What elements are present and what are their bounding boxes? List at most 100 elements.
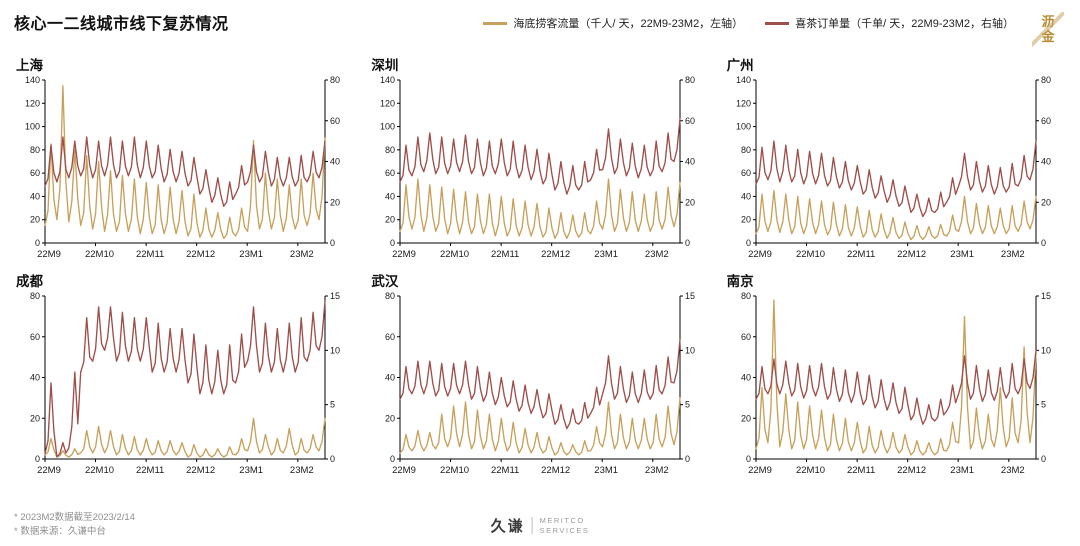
footer: * 2023M2数据截至2023/2/14 * 数据来源：久谦中台 久谦 MER… (0, 511, 1080, 546)
svg-text:40: 40 (741, 373, 751, 383)
svg-text:22M12: 22M12 (541, 249, 570, 260)
svg-text:22M9: 22M9 (392, 249, 416, 260)
svg-text:0: 0 (746, 238, 751, 248)
chart-wuhan: 0 20 40 60 80 0 5 10 15 22M9 22M10 22M11 22M12 23M1 23… (367, 288, 712, 480)
svg-text:60: 60 (385, 168, 395, 178)
svg-text:22M12: 22M12 (897, 465, 926, 476)
svg-text:22M11: 22M11 (847, 465, 875, 476)
svg-text:0: 0 (330, 238, 335, 248)
svg-text:15: 15 (1041, 291, 1051, 301)
svg-text:23M1: 23M1 (239, 249, 263, 260)
footnote-data-source: * 数据来源：久谦中台 (14, 525, 106, 537)
svg-text:60: 60 (685, 116, 695, 126)
svg-text:80: 80 (1041, 75, 1051, 85)
svg-text:0: 0 (685, 238, 690, 248)
svg-text:60: 60 (1041, 116, 1051, 126)
chart-chengdu: 0 20 40 60 80 0 5 10 15 22M9 22M10 22M11 22M12 23M1 23… (12, 288, 357, 480)
svg-text:80: 80 (741, 291, 751, 301)
svg-text:60: 60 (385, 332, 395, 342)
svg-text:22M10: 22M10 (796, 249, 825, 260)
chart-title-chengdu: 成都 (16, 274, 43, 289)
svg-text:20: 20 (385, 215, 395, 225)
svg-text:5: 5 (330, 400, 335, 410)
haidilao-line-swatch (483, 21, 508, 25)
lijin-brand-logo: 沥 金 (1030, 10, 1066, 50)
svg-text:40: 40 (1041, 157, 1051, 167)
svg-text:22M12: 22M12 (186, 249, 215, 260)
charts-grid: 上海 0 20 40 60 80 100 120 140 0 20 40 60 80 22M9 22M10 2… (0, 52, 1080, 480)
svg-text:20: 20 (741, 413, 751, 423)
chart-shenzhen: 0 20 40 60 80 100 120 140 0 20 40 60 80 22M9 22M10 22M1… (367, 72, 712, 264)
svg-text:22M11: 22M11 (136, 465, 164, 476)
svg-text:20: 20 (30, 215, 40, 225)
chart-cell-wuhan: 武汉 0 20 40 60 80 0 5 10 15 22M9 22M10 22M11 22M12 23M… (367, 268, 712, 480)
svg-text:22M9: 22M9 (37, 249, 61, 260)
chart-title-shanghai: 上海 (16, 58, 43, 73)
svg-text:22M10: 22M10 (85, 249, 114, 260)
chart-cell-chengdu: 成都 0 20 40 60 80 0 5 10 15 22M9 22M10 22M11 22M12 23M… (12, 268, 357, 480)
svg-text:80: 80 (685, 75, 695, 85)
heytea-line-swatch (765, 21, 790, 25)
svg-text:140: 140 (736, 75, 751, 85)
svg-text:0: 0 (390, 238, 395, 248)
svg-text:23M1: 23M1 (239, 465, 263, 476)
svg-text:23M2: 23M2 (1001, 249, 1025, 260)
svg-text:23M1: 23M1 (595, 249, 619, 260)
chart-nanjing: 0 20 40 60 80 0 5 10 15 22M9 22M10 22M11 22M12 23M1 23… (723, 288, 1068, 480)
chart-cell-shanghai: 上海 0 20 40 60 80 100 120 140 0 20 40 60 80 22M9 22M10 2… (12, 52, 357, 264)
svg-text:22M11: 22M11 (491, 249, 519, 260)
svg-text:15: 15 (685, 291, 695, 301)
svg-text:22M10: 22M10 (796, 465, 825, 476)
svg-text:60: 60 (330, 116, 340, 126)
lijin-logo-char-2: 金 (1041, 29, 1055, 44)
svg-text:20: 20 (330, 197, 340, 207)
svg-text:22M10: 22M10 (440, 249, 469, 260)
meritco-logo-en: MERITCO SERVICES (540, 516, 590, 535)
svg-text:23M2: 23M2 (1001, 465, 1025, 476)
svg-text:0: 0 (1041, 454, 1046, 464)
lijin-logo-char-1: 沥 (1041, 14, 1055, 30)
svg-text:40: 40 (685, 157, 695, 167)
svg-text:80: 80 (30, 145, 40, 155)
svg-text:40: 40 (385, 373, 395, 383)
chart-cell-shenzhen: 深圳 0 20 40 60 80 100 120 140 0 20 40 60 80 22M9 22M10 2… (367, 52, 712, 264)
svg-text:0: 0 (390, 454, 395, 464)
svg-text:22M11: 22M11 (136, 249, 164, 260)
meritco-logo-cn: 久谦 (490, 518, 525, 535)
legend-item-haidilao: 海底捞客流量（千人/ 天，22M9-23M2，左轴） (483, 15, 743, 31)
svg-text:23M2: 23M2 (645, 249, 669, 260)
svg-text:80: 80 (330, 75, 340, 85)
svg-text:80: 80 (741, 145, 751, 155)
svg-text:120: 120 (736, 98, 751, 108)
chart-shanghai: 0 20 40 60 80 100 120 140 0 20 40 60 80 22M9 22M10 22M1… (12, 72, 357, 264)
svg-text:100: 100 (25, 122, 40, 132)
chart-title-guangzhou: 广州 (726, 58, 754, 73)
meritco-logo-divider (531, 517, 533, 534)
svg-text:60: 60 (30, 168, 40, 178)
svg-text:23M2: 23M2 (290, 465, 314, 476)
svg-text:23M2: 23M2 (645, 465, 669, 476)
svg-text:0: 0 (330, 454, 335, 464)
chart-guangzhou: 0 20 40 60 80 100 120 140 0 20 40 60 80 22M9 22M10 22M1… (723, 72, 1068, 264)
svg-text:140: 140 (25, 75, 40, 85)
chart-cell-guangzhou: 广州 0 20 40 60 80 100 120 140 0 20 40 60 80 22M9 22M10 2… (723, 52, 1068, 264)
svg-text:10: 10 (1041, 345, 1051, 355)
legend-label-haidilao: 海底捞客流量（千人/ 天，22M9-23M2，左轴） (513, 18, 744, 30)
svg-text:40: 40 (30, 373, 40, 383)
chart-title-shenzhen: 深圳 (371, 58, 399, 73)
svg-text:20: 20 (1041, 197, 1051, 207)
svg-text:22M10: 22M10 (85, 465, 114, 476)
svg-text:140: 140 (380, 75, 395, 85)
meritco-logo-en-line1: MERITCO (539, 516, 585, 526)
svg-text:100: 100 (380, 122, 395, 132)
svg-text:60: 60 (741, 168, 751, 178)
meritco-logo-en-line2: SERVICES (539, 525, 590, 535)
footnotes: * 2023M2数据截至2023/2/14 * 数据来源：久谦中台 (14, 511, 135, 538)
svg-text:10: 10 (685, 345, 695, 355)
chart-legend: 海底捞客流量（千人/ 天，22M9-23M2，左轴） 喜茶订单量（千单/ 天，2… (483, 10, 1014, 31)
svg-text:5: 5 (1041, 400, 1046, 410)
svg-text:23M1: 23M1 (950, 465, 974, 476)
legend-item-heytea: 喜茶订单量（千单/ 天，22M9-23M2，右轴） (765, 15, 1014, 31)
svg-text:120: 120 (25, 98, 40, 108)
header: 核心一二线城市线下复苏情况 海底捞客流量（千人/ 天，22M9-23M2，左轴）… (0, 0, 1080, 52)
